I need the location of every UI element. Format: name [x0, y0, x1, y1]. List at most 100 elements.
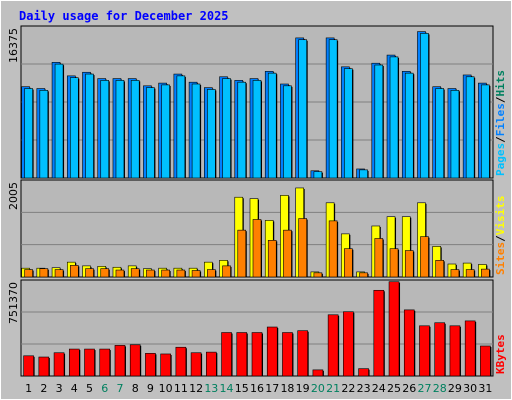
files-bar	[465, 76, 475, 179]
files-bar	[69, 77, 79, 179]
files-bar	[222, 78, 231, 179]
chart-title: Daily usage for December 2025	[19, 9, 229, 23]
x-tick-label: 22	[341, 382, 355, 395]
panel-kbytes: 751370 KBytes	[7, 279, 507, 377]
x-tick-label: 14	[220, 382, 234, 395]
legend-sep: /	[494, 235, 507, 242]
files-bar	[115, 80, 125, 179]
sites-bar	[359, 272, 368, 278]
kbytes-bar	[480, 345, 491, 377]
legend-files: Files	[494, 103, 507, 136]
x-tick-label: 24	[372, 382, 386, 395]
files-bar	[435, 88, 445, 179]
files-bar	[176, 75, 186, 179]
kbytes-bar	[419, 325, 430, 377]
files-bar	[389, 56, 399, 179]
legend-hits-files-pages: Pages/Files/Hits	[494, 70, 507, 176]
sites-bar	[298, 218, 307, 278]
sites-bar	[374, 238, 384, 278]
sites-bar	[237, 229, 247, 278]
x-tick-label: 17	[265, 382, 279, 395]
sites-bar	[465, 269, 475, 278]
kbytes-bar	[68, 348, 80, 377]
legend-sep: /	[494, 96, 507, 103]
files-bar	[146, 87, 155, 179]
sites-bar	[328, 220, 338, 278]
x-tick-label: 21	[326, 382, 340, 395]
x-tick-label: 31	[478, 382, 492, 395]
sites-bar	[161, 269, 170, 278]
x-tick-label: 19	[296, 382, 310, 395]
kbytes-bar	[145, 353, 156, 377]
sites-bar	[130, 268, 140, 278]
files-bar	[328, 39, 338, 179]
sites-bar	[344, 248, 353, 278]
x-tick-label: 13	[204, 382, 218, 395]
kbytes-bar	[236, 332, 248, 377]
files-bar	[481, 84, 490, 179]
x-tick-label: 2	[40, 382, 47, 395]
kbytes-bar	[251, 332, 263, 377]
legend-sep: /	[494, 136, 507, 143]
x-tick-label: 23	[357, 382, 371, 395]
kbytes-bar	[160, 353, 171, 377]
kbytes-bar	[129, 344, 141, 377]
sites-bar	[39, 268, 49, 278]
kbytes-bar	[358, 368, 369, 377]
x-tick-label: 3	[56, 382, 63, 395]
x-tick-label: 29	[448, 382, 462, 395]
files-bar	[100, 80, 110, 179]
kbytes-bar	[403, 309, 415, 377]
sites-bar	[435, 260, 445, 278]
panel-hits-files-pages: 16375 Pages/Files/Hits	[7, 25, 507, 179]
kbytes-bar	[388, 281, 400, 377]
legend-sites: Sites	[494, 242, 507, 275]
sites-bar	[115, 269, 125, 278]
kbytes-bar	[99, 348, 111, 377]
x-tick-label: 28	[433, 382, 447, 395]
sites-bar	[222, 265, 231, 278]
kbytes-bar	[282, 332, 293, 377]
files-bar	[267, 72, 277, 179]
kbytes-bar	[266, 326, 278, 377]
sites-bar	[313, 272, 323, 278]
files-bar	[420, 33, 429, 179]
legend-visits: Visits	[494, 196, 507, 236]
y-max-label: 16375	[7, 28, 20, 63]
x-tick-label: 10	[159, 382, 173, 395]
kbytes-bar	[434, 322, 446, 377]
sites-bar	[54, 269, 64, 278]
legend-pages: Pages	[494, 143, 507, 176]
sites-bar	[481, 268, 490, 278]
kbytes-bar	[464, 320, 476, 377]
legend-kbytes: KBytes	[494, 334, 507, 374]
x-tick-label: 5	[86, 382, 93, 395]
files-bar	[298, 39, 307, 179]
files-bar	[161, 84, 170, 179]
sites-bar	[176, 269, 186, 278]
y-max-label: 751370	[7, 282, 20, 324]
x-tick-label: 1	[25, 382, 32, 395]
legend-visits-sites: Sites/Visits	[494, 196, 507, 276]
x-tick-label: 26	[402, 382, 416, 395]
legend-kbytes: KBytes	[494, 334, 507, 374]
files-bar	[85, 73, 94, 179]
kbytes-bar	[23, 355, 34, 377]
kbytes-bar	[53, 352, 65, 377]
files-bar	[54, 63, 64, 179]
sites-bar	[85, 268, 94, 278]
files-bar	[450, 90, 460, 179]
x-tick-label: 16	[250, 382, 264, 395]
files-bar	[359, 169, 368, 179]
files-bar	[237, 81, 247, 179]
x-tick-label: 12	[189, 382, 203, 395]
files-bar	[404, 72, 414, 179]
x-tick-label: 9	[147, 382, 154, 395]
kbytes-bar	[343, 311, 354, 377]
y-max-label: 2005	[7, 182, 20, 210]
x-tick-label: 8	[132, 382, 139, 395]
kbytes-bar	[449, 325, 461, 377]
sites-bar	[191, 270, 201, 278]
sites-bar	[283, 229, 292, 278]
